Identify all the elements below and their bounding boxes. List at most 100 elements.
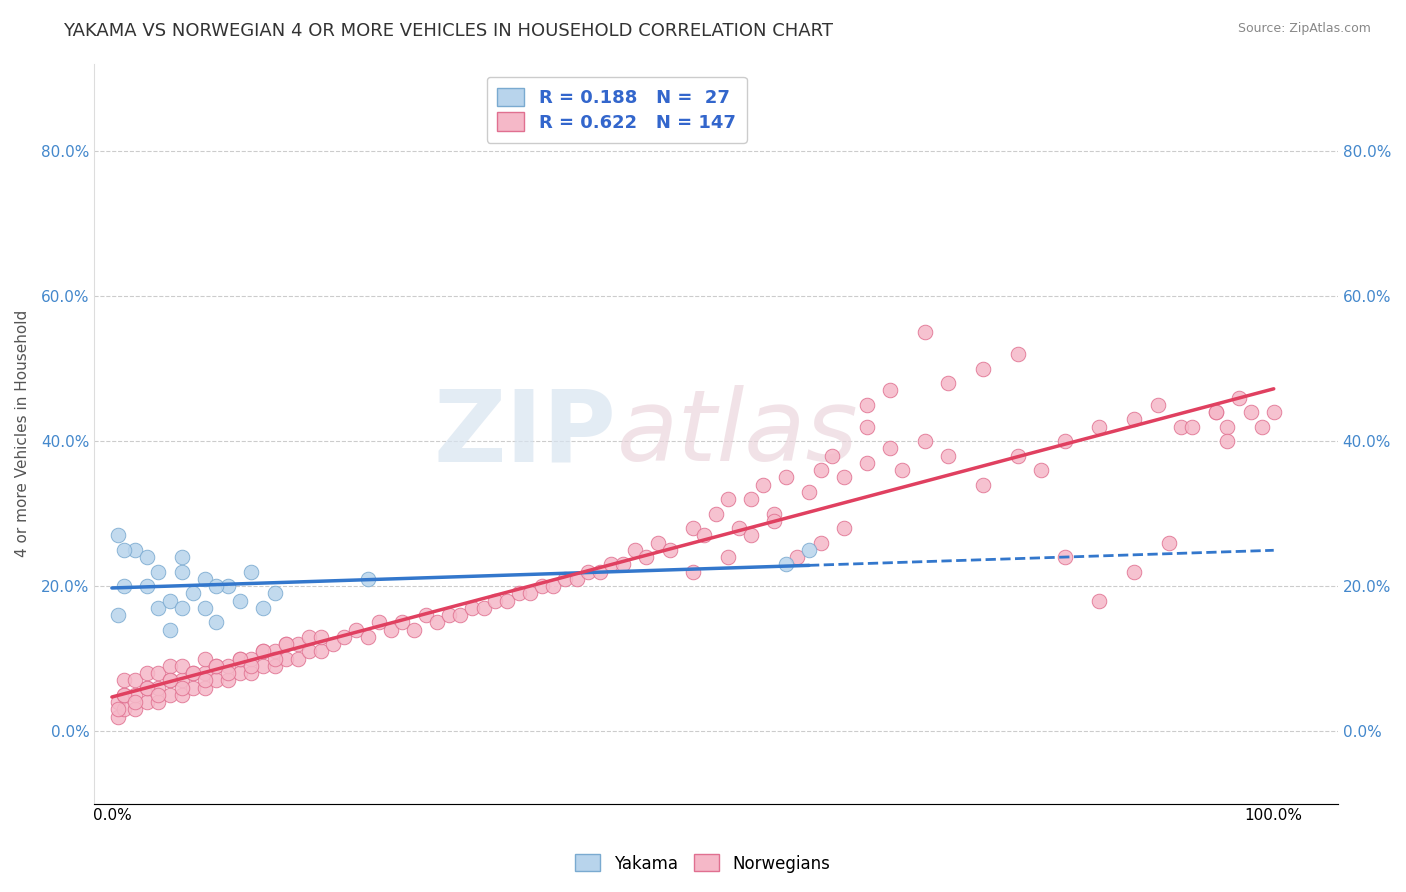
Point bbox=[682, 521, 704, 535]
Point bbox=[170, 673, 193, 688]
Point bbox=[107, 709, 129, 723]
Point bbox=[914, 434, 936, 448]
Point bbox=[775, 470, 797, 484]
Point bbox=[228, 651, 250, 665]
Point bbox=[148, 695, 170, 709]
Point bbox=[1007, 449, 1029, 463]
Point bbox=[287, 637, 309, 651]
Point bbox=[205, 658, 228, 673]
Point bbox=[938, 449, 960, 463]
Point bbox=[217, 673, 239, 688]
Point bbox=[763, 507, 786, 521]
Point bbox=[612, 558, 634, 572]
Point bbox=[623, 542, 645, 557]
Point bbox=[763, 514, 786, 528]
Point bbox=[647, 535, 669, 549]
Point bbox=[170, 600, 193, 615]
Point bbox=[891, 463, 914, 477]
Point bbox=[449, 608, 471, 623]
Point bbox=[972, 361, 994, 376]
Point bbox=[775, 558, 797, 572]
Point bbox=[217, 658, 239, 673]
Point bbox=[693, 528, 716, 542]
Point bbox=[135, 681, 157, 695]
Point bbox=[112, 542, 135, 557]
Point bbox=[484, 593, 506, 607]
Point bbox=[879, 384, 901, 398]
Point bbox=[107, 608, 129, 623]
Point bbox=[217, 579, 239, 593]
Point bbox=[135, 666, 157, 681]
Point bbox=[1007, 347, 1029, 361]
Point bbox=[1181, 419, 1204, 434]
Point bbox=[636, 550, 658, 565]
Point bbox=[276, 637, 298, 651]
Point bbox=[170, 658, 193, 673]
Point bbox=[682, 565, 704, 579]
Point bbox=[391, 615, 413, 630]
Point bbox=[576, 565, 599, 579]
Point bbox=[472, 600, 495, 615]
Point bbox=[938, 376, 960, 390]
Point bbox=[415, 608, 437, 623]
Point bbox=[810, 463, 832, 477]
Point bbox=[263, 644, 285, 658]
Point bbox=[658, 542, 681, 557]
Point bbox=[276, 637, 298, 651]
Point bbox=[298, 644, 321, 658]
Point bbox=[322, 637, 344, 651]
Point bbox=[496, 593, 519, 607]
Point bbox=[135, 579, 157, 593]
Point bbox=[159, 673, 181, 688]
Point bbox=[240, 666, 263, 681]
Point bbox=[519, 586, 541, 600]
Point bbox=[124, 542, 146, 557]
Point bbox=[914, 326, 936, 340]
Point bbox=[112, 688, 135, 702]
Point bbox=[252, 600, 274, 615]
Point bbox=[107, 528, 129, 542]
Point bbox=[159, 593, 181, 607]
Point bbox=[1031, 463, 1053, 477]
Point bbox=[508, 586, 530, 600]
Point bbox=[333, 630, 356, 644]
Text: atlas: atlas bbox=[617, 385, 858, 483]
Point bbox=[287, 651, 309, 665]
Point bbox=[240, 658, 263, 673]
Point bbox=[344, 623, 367, 637]
Point bbox=[181, 666, 204, 681]
Point bbox=[554, 572, 576, 586]
Point bbox=[135, 695, 157, 709]
Point bbox=[112, 579, 135, 593]
Point bbox=[437, 608, 460, 623]
Point bbox=[1170, 419, 1192, 434]
Point bbox=[856, 398, 879, 412]
Point bbox=[1216, 434, 1239, 448]
Point bbox=[309, 644, 332, 658]
Text: ZIP: ZIP bbox=[433, 385, 617, 483]
Point bbox=[205, 658, 228, 673]
Point bbox=[704, 507, 727, 521]
Point bbox=[135, 681, 157, 695]
Point bbox=[148, 681, 170, 695]
Point bbox=[228, 651, 250, 665]
Point bbox=[1239, 405, 1261, 419]
Point bbox=[107, 695, 129, 709]
Point bbox=[205, 579, 228, 593]
Point bbox=[228, 593, 250, 607]
Point bbox=[240, 651, 263, 665]
Point bbox=[159, 623, 181, 637]
Point bbox=[263, 658, 285, 673]
Point bbox=[181, 666, 204, 681]
Point bbox=[194, 600, 217, 615]
Point bbox=[543, 579, 565, 593]
Point bbox=[170, 688, 193, 702]
Point bbox=[181, 681, 204, 695]
Legend: Yakama, Norwegians: Yakama, Norwegians bbox=[569, 847, 837, 880]
Point bbox=[717, 492, 740, 507]
Point bbox=[240, 565, 263, 579]
Point bbox=[194, 673, 217, 688]
Point bbox=[740, 492, 762, 507]
Point bbox=[252, 644, 274, 658]
Text: Source: ZipAtlas.com: Source: ZipAtlas.com bbox=[1237, 22, 1371, 36]
